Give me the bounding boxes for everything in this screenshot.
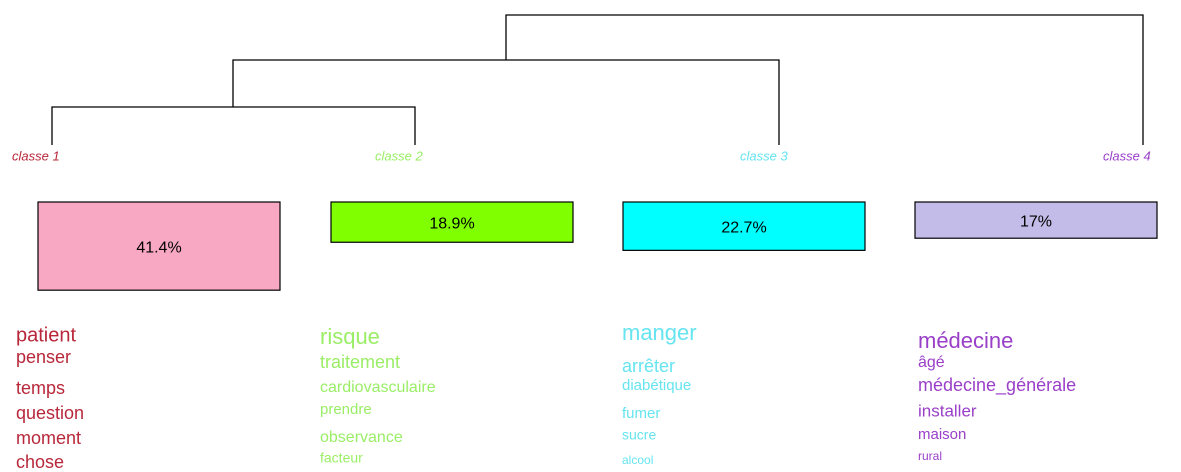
class-word: arrêter (622, 356, 675, 376)
class-percent: 17% (1020, 213, 1052, 230)
class-label: classe 2 (375, 148, 423, 163)
class-word: maison (918, 426, 966, 443)
class-word: rural (918, 449, 942, 463)
class-word: médecine_générale (918, 375, 1076, 396)
tree-lines (51, 14, 1144, 145)
class-label: classe 1 (12, 148, 60, 163)
branch (51, 106, 416, 145)
class-word: prendre (320, 401, 372, 418)
class-box (622, 201, 866, 251)
class-box (37, 201, 281, 291)
class-word: diabétique (622, 377, 691, 394)
class-word: question (16, 403, 84, 423)
class-word: traitement (320, 352, 400, 372)
class-word: alcool (622, 453, 653, 467)
class-percent: 41.4% (136, 239, 181, 256)
class-word: temps (16, 378, 65, 398)
class-label: classe 4 (1103, 148, 1151, 163)
class-label: classe 3 (740, 148, 788, 163)
class-word: âgé (918, 354, 945, 371)
class-box (914, 201, 1158, 239)
class-word: patient (16, 324, 76, 346)
class-word: risque (320, 324, 380, 349)
class-percent: 18.9% (429, 215, 474, 232)
class-word: sucre (622, 427, 656, 443)
class-word: facteur (320, 450, 363, 466)
class-percent: 22.7% (721, 219, 766, 236)
branch (232, 59, 780, 145)
class-word: moment (16, 428, 81, 448)
class-word: observance (320, 429, 403, 446)
class-word: chose (16, 452, 64, 472)
class-word: cardiovasculaire (320, 379, 436, 396)
class-word: penser (16, 347, 71, 367)
class-word: fumer (622, 405, 660, 422)
class-word: médecine (918, 328, 1013, 353)
branch (505, 14, 1144, 145)
class-word: manger (622, 320, 697, 345)
class-box (330, 201, 574, 243)
class-word: installer (918, 401, 977, 420)
